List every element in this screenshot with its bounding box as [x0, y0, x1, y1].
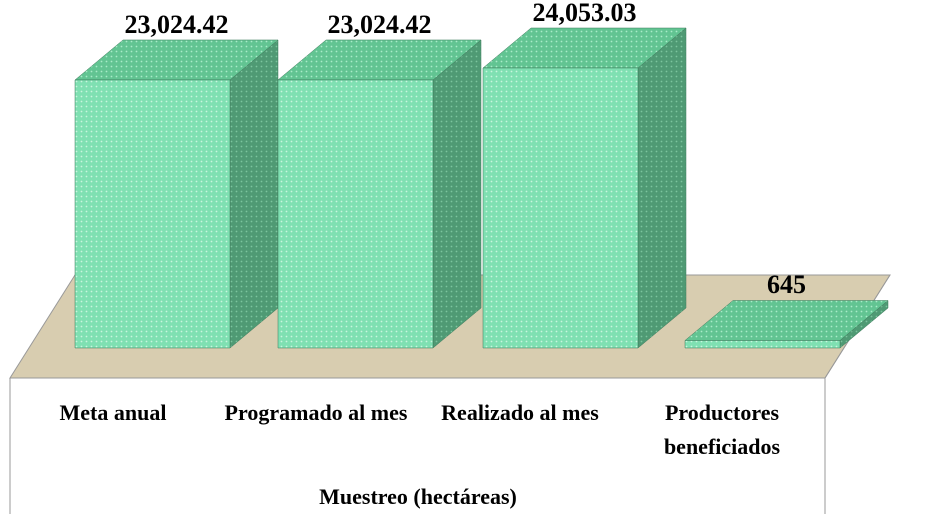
bar-face [74, 79, 231, 349]
bar-face [277, 79, 434, 349]
bar-face [684, 340, 841, 349]
x-tick-label: Meta anual [59, 400, 167, 425]
bar [277, 39, 482, 349]
bar-face [229, 39, 279, 349]
bar-face [637, 27, 687, 349]
bar-face [432, 39, 482, 349]
x-axis-title: Muestreo (hectáreas) [319, 484, 517, 509]
bar-face [482, 67, 639, 349]
value-label: 24,053.03 [532, 0, 637, 27]
value-label: 23,024.42 [327, 9, 432, 39]
bar [482, 27, 687, 349]
x-tick-label: Realizado al mes [441, 400, 599, 425]
x-tick-label: Productores beneficiados [663, 400, 781, 459]
bar [74, 39, 279, 349]
x-tick-label: Programado al mes [224, 400, 408, 425]
value-label: 23,024.42 [124, 9, 229, 39]
value-label: 645 [767, 270, 806, 300]
bar [684, 299, 889, 349]
